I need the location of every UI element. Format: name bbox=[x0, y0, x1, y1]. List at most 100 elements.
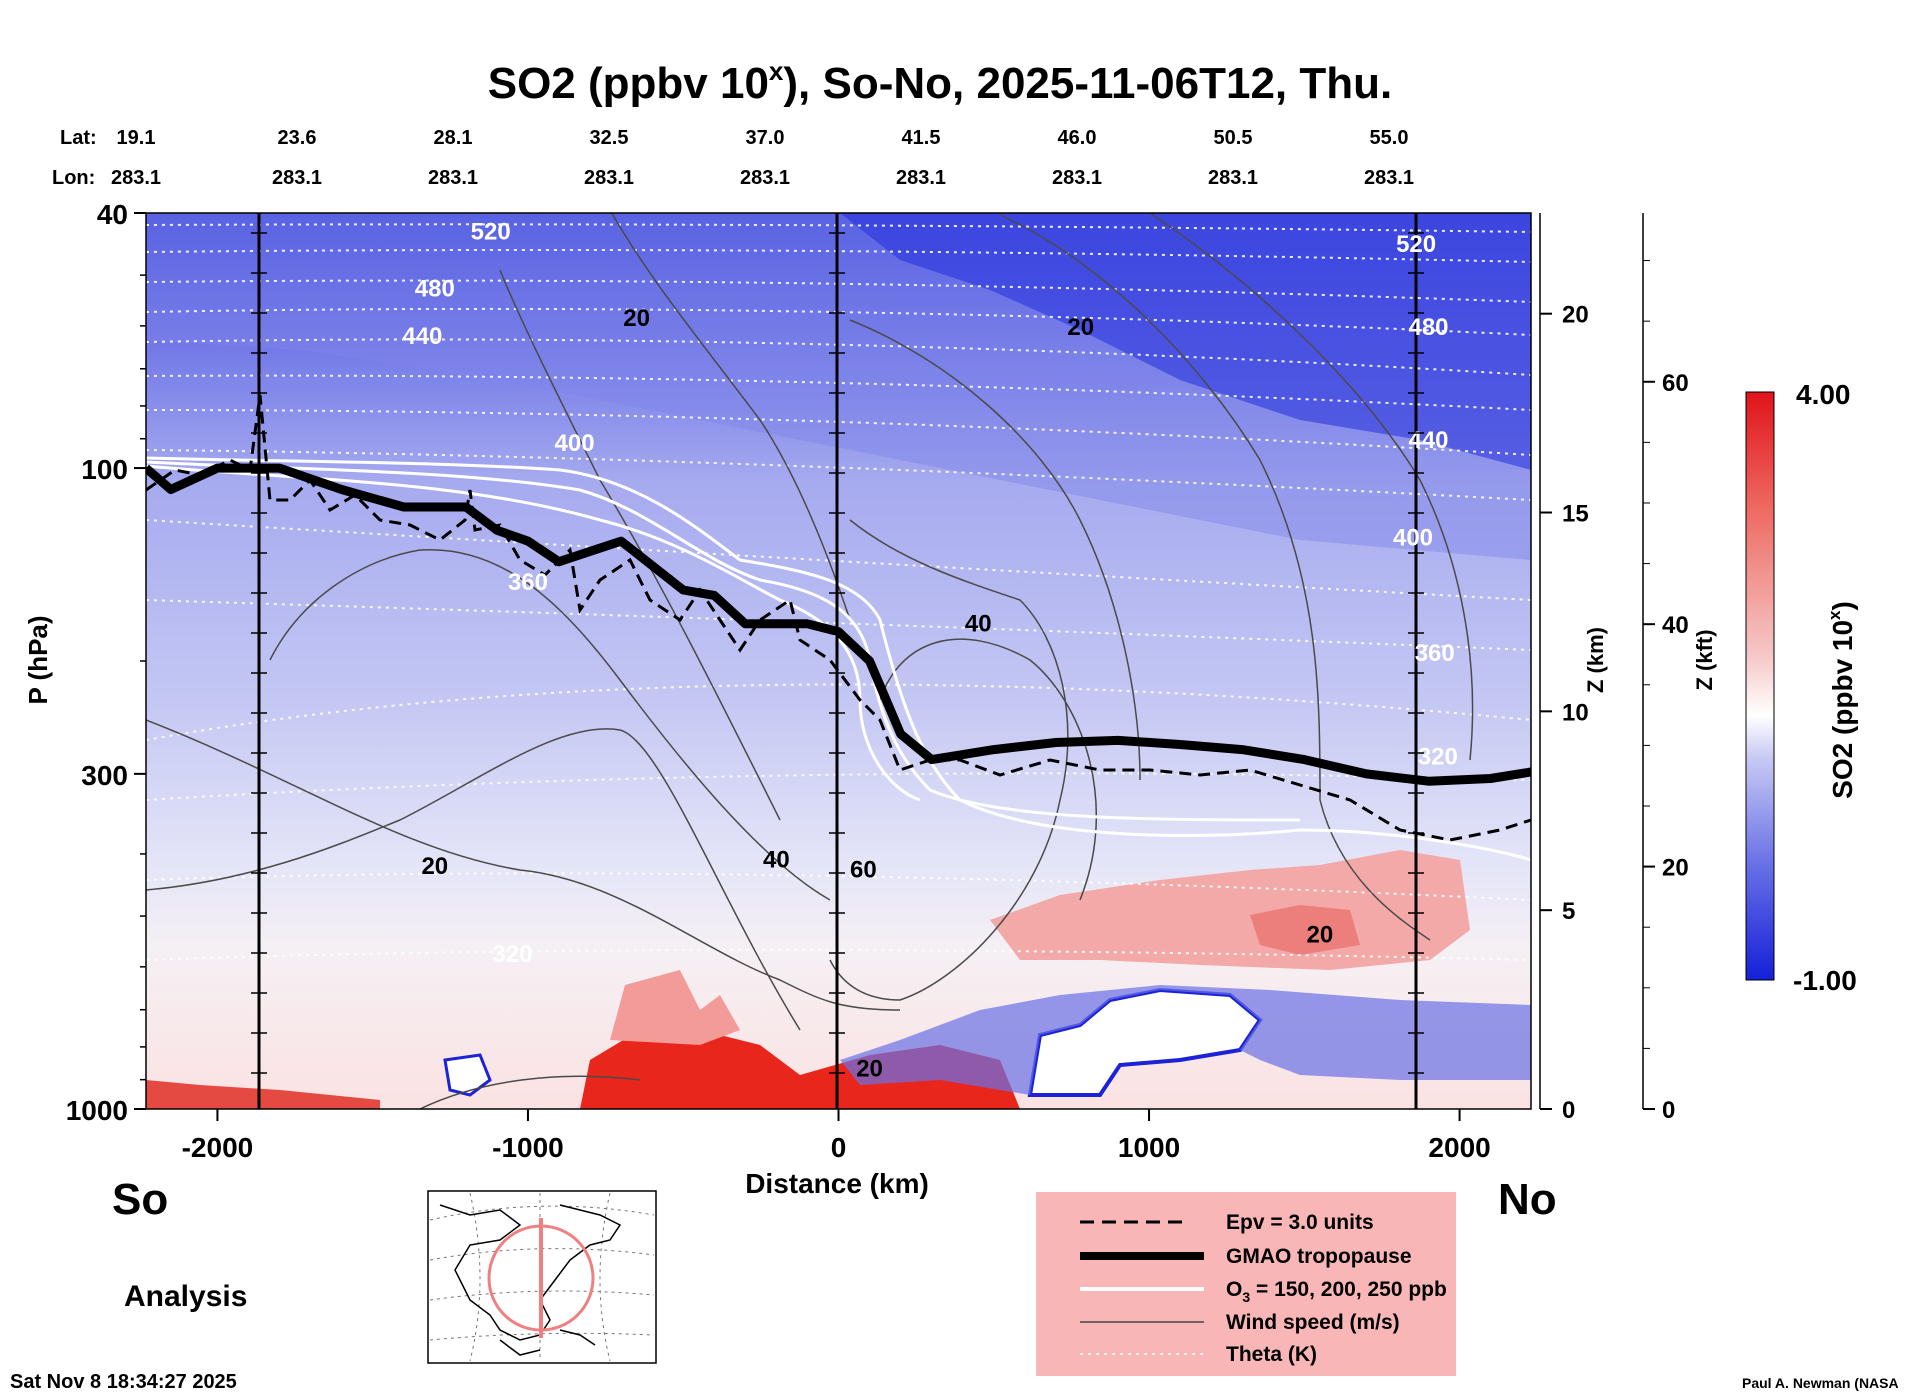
lat-value-7: 50.5 bbox=[1214, 127, 1253, 149]
pressure-axis-title: P (hPa) bbox=[23, 615, 53, 704]
lon-label: Lon: bbox=[52, 167, 95, 189]
theta-label-440-8: 440 bbox=[1408, 427, 1448, 454]
pressure-tick-label-0: 1000 bbox=[66, 1095, 128, 1126]
theta-label-320-5: 320 bbox=[492, 941, 532, 968]
pressure-tick-label-2: 100 bbox=[81, 454, 128, 485]
lat-value-5: 41.5 bbox=[902, 127, 941, 149]
so2-surface-mid-patch-1 bbox=[610, 970, 740, 1045]
distance-tick-label-1: -1000 bbox=[492, 1132, 564, 1163]
lon-value-4: 283.1 bbox=[740, 167, 790, 189]
distance-axis: -2000 -1000 0 1000 2000 bbox=[182, 1109, 1491, 1163]
lat-value-2: 28.1 bbox=[434, 127, 473, 149]
z-km-tick-label-0: 0 bbox=[1562, 1097, 1575, 1124]
theta-label-520-6: 520 bbox=[1396, 231, 1436, 258]
distance-axis-title: Distance (km) bbox=[745, 1168, 929, 1199]
gmao-tropopause-line bbox=[146, 463, 1531, 786]
theta-contour-labels: 520 480 440 400 360 320 520 480 440 400 360 320 bbox=[402, 219, 1458, 969]
inset-map bbox=[427, 1190, 657, 1364]
pressure-tick-label-3: 40 bbox=[97, 199, 128, 230]
o3-contours bbox=[146, 456, 1531, 862]
distance-tick-label-4: 2000 bbox=[1428, 1132, 1490, 1163]
colorbar-max-label: 4.00 bbox=[1796, 379, 1851, 410]
lon-value-6: 283.1 bbox=[1052, 167, 1102, 189]
z-kft-axis: 0 20 40 60 bbox=[1642, 213, 1689, 1124]
legend-epv-label: Epv = 3.0 units bbox=[1226, 1211, 1374, 1234]
lat-value-3: 32.5 bbox=[590, 127, 629, 149]
lat-value-8: 55.0 bbox=[1370, 127, 1409, 149]
theta-label-360-4: 360 bbox=[508, 569, 548, 596]
z-km-axis-title: Z (km) bbox=[1583, 627, 1608, 693]
theta-label-360-10: 360 bbox=[1415, 640, 1455, 667]
theta-label-440-2: 440 bbox=[402, 323, 442, 350]
so2-high-altitude-low-patch bbox=[840, 213, 1531, 470]
theta-label-400-9: 400 bbox=[1393, 524, 1433, 551]
so2-surface-high-patch-2 bbox=[146, 1080, 380, 1109]
wind-label-20-3: 20 bbox=[1306, 922, 1333, 949]
lon-value-5: 283.1 bbox=[896, 167, 946, 189]
theta-label-480-1: 480 bbox=[415, 276, 455, 303]
z-kft-axis-title: Z (kft) bbox=[1692, 629, 1717, 690]
lon-value-8: 283.1 bbox=[1364, 167, 1414, 189]
wind-label-20-1: 20 bbox=[623, 305, 650, 332]
timestamp: Sat Nov 8 18:34:27 2025 bbox=[10, 1371, 237, 1393]
wind-speed-contours bbox=[146, 213, 1474, 1109]
lon-value-7: 283.1 bbox=[1208, 167, 1258, 189]
title-superscript: x bbox=[769, 56, 784, 86]
legend-wind-label: Wind speed (m/s) bbox=[1226, 1311, 1400, 1334]
lat-value-1: 23.6 bbox=[278, 127, 317, 149]
so2-midlevel-red-core bbox=[1250, 905, 1360, 955]
south-label: So bbox=[112, 1175, 168, 1224]
legend-theta-label: Theta (K) bbox=[1226, 1343, 1317, 1366]
theta-label-520-0: 520 bbox=[471, 219, 511, 246]
lat-value-0: 19.1 bbox=[117, 127, 156, 149]
author-credit: Paul A. Newman (NASA bbox=[1742, 1375, 1899, 1391]
colorbar bbox=[1745, 391, 1775, 981]
colorbar-title: SO2 (ppbv 10x) bbox=[1825, 601, 1858, 799]
lon-value-1: 283.1 bbox=[272, 167, 322, 189]
z-kft-tick-label-1: 20 bbox=[1662, 855, 1689, 882]
pressure-axis: 1000 300 100 40 bbox=[66, 199, 146, 1126]
legend: Epv = 3.0 units GMAO tropopause O3 = 150… bbox=[1036, 1192, 1456, 1376]
wind-label-40-5: 40 bbox=[763, 847, 790, 874]
wind-label-20-2: 20 bbox=[1067, 314, 1094, 341]
section-marker-ticks bbox=[251, 232, 1424, 1074]
lon-value-2: 283.1 bbox=[428, 167, 478, 189]
theta-label-320-11: 320 bbox=[1418, 743, 1458, 770]
north-label: No bbox=[1498, 1175, 1557, 1224]
wind-label-20-4: 20 bbox=[856, 1056, 883, 1083]
distance-tick-label-2: 0 bbox=[831, 1132, 847, 1163]
wind-label-60-7: 60 bbox=[850, 856, 877, 883]
z-kft-tick-label-0: 0 bbox=[1662, 1097, 1675, 1124]
z-km-axis: 0 5 10 15 20 bbox=[1539, 213, 1589, 1124]
wind-label-20-0: 20 bbox=[421, 853, 448, 880]
lat-values: 19.1 23.6 28.1 32.5 37.0 41.5 46.0 50.5 55.0 bbox=[117, 127, 1409, 149]
distance-tick-label-0: -2000 bbox=[182, 1132, 254, 1163]
z-km-tick-label-3: 15 bbox=[1562, 501, 1589, 528]
so2-surface-blue-band bbox=[840, 985, 1531, 1095]
lon-value-3: 283.1 bbox=[584, 167, 634, 189]
z-kft-tick-label-2: 40 bbox=[1662, 612, 1689, 639]
pressure-tick-label-1: 300 bbox=[81, 760, 128, 791]
legend-o3-label: O3 = 150, 200, 250 ppb bbox=[1226, 1278, 1447, 1305]
lat-label: Lat: bbox=[60, 127, 97, 149]
wind-contour-labels: 20 20 20 20 20 40 40 60 bbox=[421, 305, 1333, 1083]
title-rest: ), So-No, 2025-11-06T12, Thu. bbox=[783, 59, 1392, 108]
analysis-label: Analysis bbox=[124, 1280, 247, 1313]
colorbar-min-label: -1.00 bbox=[1793, 965, 1857, 996]
legend-tropopause-label: GMAO tropopause bbox=[1226, 1245, 1412, 1268]
theta-label-480-7: 480 bbox=[1408, 314, 1448, 341]
distance-tick-label-3: 1000 bbox=[1118, 1132, 1180, 1163]
lat-value-6: 46.0 bbox=[1058, 127, 1097, 149]
z-km-tick-label-2: 10 bbox=[1562, 699, 1589, 726]
chart-title: SO2 (ppbv 10x), So-No, 2025-11-06T12, Th… bbox=[488, 56, 1393, 108]
z-kft-tick-label-3: 60 bbox=[1662, 370, 1689, 397]
title-main: SO2 (ppbv 10 bbox=[488, 59, 769, 108]
wind-label-40-6: 40 bbox=[965, 611, 992, 638]
z-km-tick-label-4: 20 bbox=[1562, 302, 1589, 329]
lon-value-0: 283.1 bbox=[111, 167, 161, 189]
inset-coastline bbox=[439, 1204, 622, 1356]
lat-value-4: 37.0 bbox=[746, 127, 785, 149]
theta-label-400-3: 400 bbox=[555, 430, 595, 457]
